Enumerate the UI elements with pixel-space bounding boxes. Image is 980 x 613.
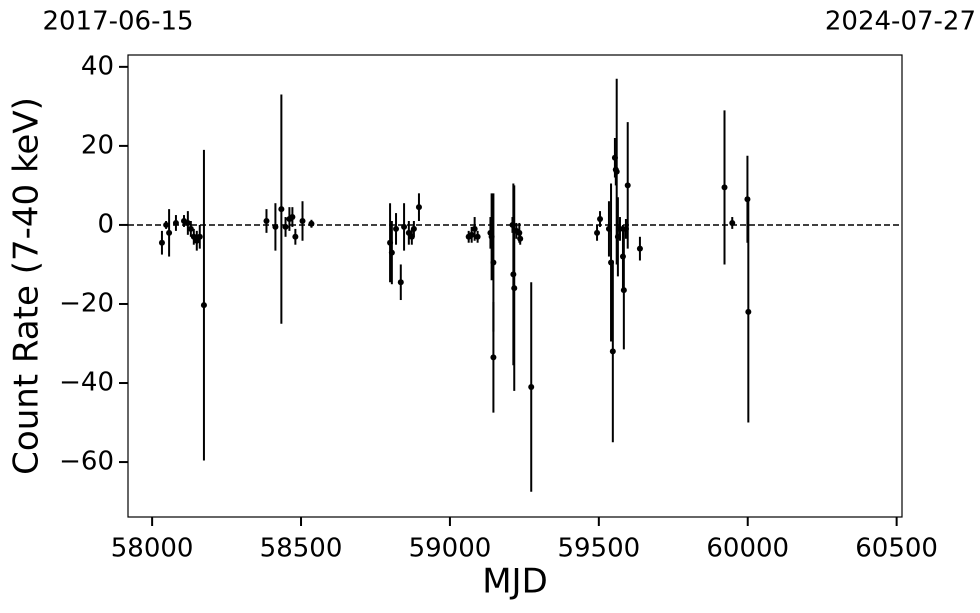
data-point — [616, 225, 623, 232]
data-point — [620, 287, 627, 294]
data-point — [517, 235, 524, 242]
x-tick-label: 58000 — [111, 534, 194, 564]
data-point — [636, 245, 643, 252]
data-point — [721, 184, 728, 191]
data-point — [745, 308, 752, 315]
data-point — [613, 168, 620, 175]
data-point — [471, 225, 478, 232]
data-point — [401, 223, 408, 230]
data-point — [511, 285, 518, 292]
data-point — [609, 348, 616, 355]
x-tick-label: 58500 — [260, 534, 343, 564]
top-date-label: 2024-07-27 — [825, 7, 976, 37]
data-point — [196, 233, 203, 240]
data-point — [292, 233, 299, 240]
x-tick-label: 60000 — [706, 534, 789, 564]
y-tick-label: −40 — [59, 368, 114, 398]
plot-frame — [127, 54, 903, 518]
data-point — [388, 249, 395, 256]
data-point — [308, 220, 315, 227]
data-point — [200, 302, 207, 309]
y-axis-label: Count Rate (7-40 keV) — [7, 97, 47, 475]
data-point — [729, 219, 736, 226]
data-point — [528, 383, 535, 390]
data-point — [282, 223, 289, 230]
x-tick-label: 60500 — [855, 534, 938, 564]
y-tick-label: 0 — [97, 209, 114, 239]
data-point — [474, 233, 481, 240]
data-point — [744, 196, 751, 203]
data-point — [468, 231, 475, 238]
data-point — [299, 217, 306, 224]
data-point — [393, 225, 400, 232]
y-tick-label: 40 — [81, 51, 114, 81]
data-point — [490, 259, 497, 266]
data-point — [624, 182, 631, 189]
data-point — [594, 229, 601, 236]
y-tick-label: −20 — [59, 288, 114, 318]
data-point — [397, 279, 404, 286]
top-date-label: 2017-06-15 — [42, 7, 193, 37]
data-point — [163, 221, 170, 228]
data-point — [272, 223, 279, 230]
data-point — [263, 217, 270, 224]
data-point — [597, 216, 604, 223]
data-point — [490, 354, 497, 361]
data-point — [158, 239, 165, 246]
x-axis-label: MJD — [482, 562, 548, 602]
data-point — [166, 229, 173, 236]
data-point — [410, 225, 417, 232]
data-point — [289, 214, 296, 221]
x-tick-label: 59000 — [409, 534, 492, 564]
x-tick-label: 59500 — [557, 534, 640, 564]
data-point — [415, 204, 422, 211]
y-tick-label: −60 — [59, 447, 114, 477]
data-point — [172, 219, 179, 226]
data-point — [278, 206, 285, 213]
y-tick-label: 20 — [81, 130, 114, 160]
data-point — [187, 225, 194, 232]
data-point — [184, 219, 191, 226]
